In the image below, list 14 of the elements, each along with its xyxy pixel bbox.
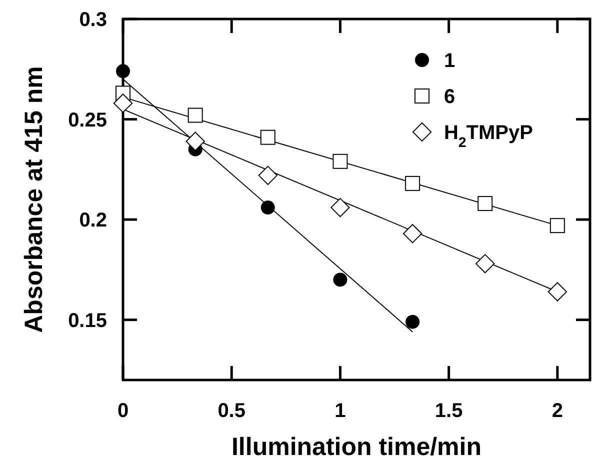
x-tick-label: 0 (117, 400, 129, 422)
x-tick-label: 1 (334, 400, 346, 422)
y-axis-title: Absorbance at 415 nm (20, 66, 48, 333)
x-tick-label: 1.5 (434, 400, 463, 422)
y-tick-label: 0.2 (79, 210, 107, 232)
legend-label: H$_{2}$TMPyP (444, 122, 533, 150)
y-tick-label: 0.15 (68, 310, 107, 332)
x-tick-label: 0.5 (218, 400, 246, 422)
y-tick-label: 0.25 (68, 109, 107, 132)
legend-label: 1 (444, 50, 456, 72)
y-tick-label: 0.3 (79, 9, 107, 31)
x-tick-label: 2 (552, 400, 563, 422)
legend-label: 6 (444, 86, 456, 108)
x-axis-title: Illumination time/min (231, 433, 482, 461)
